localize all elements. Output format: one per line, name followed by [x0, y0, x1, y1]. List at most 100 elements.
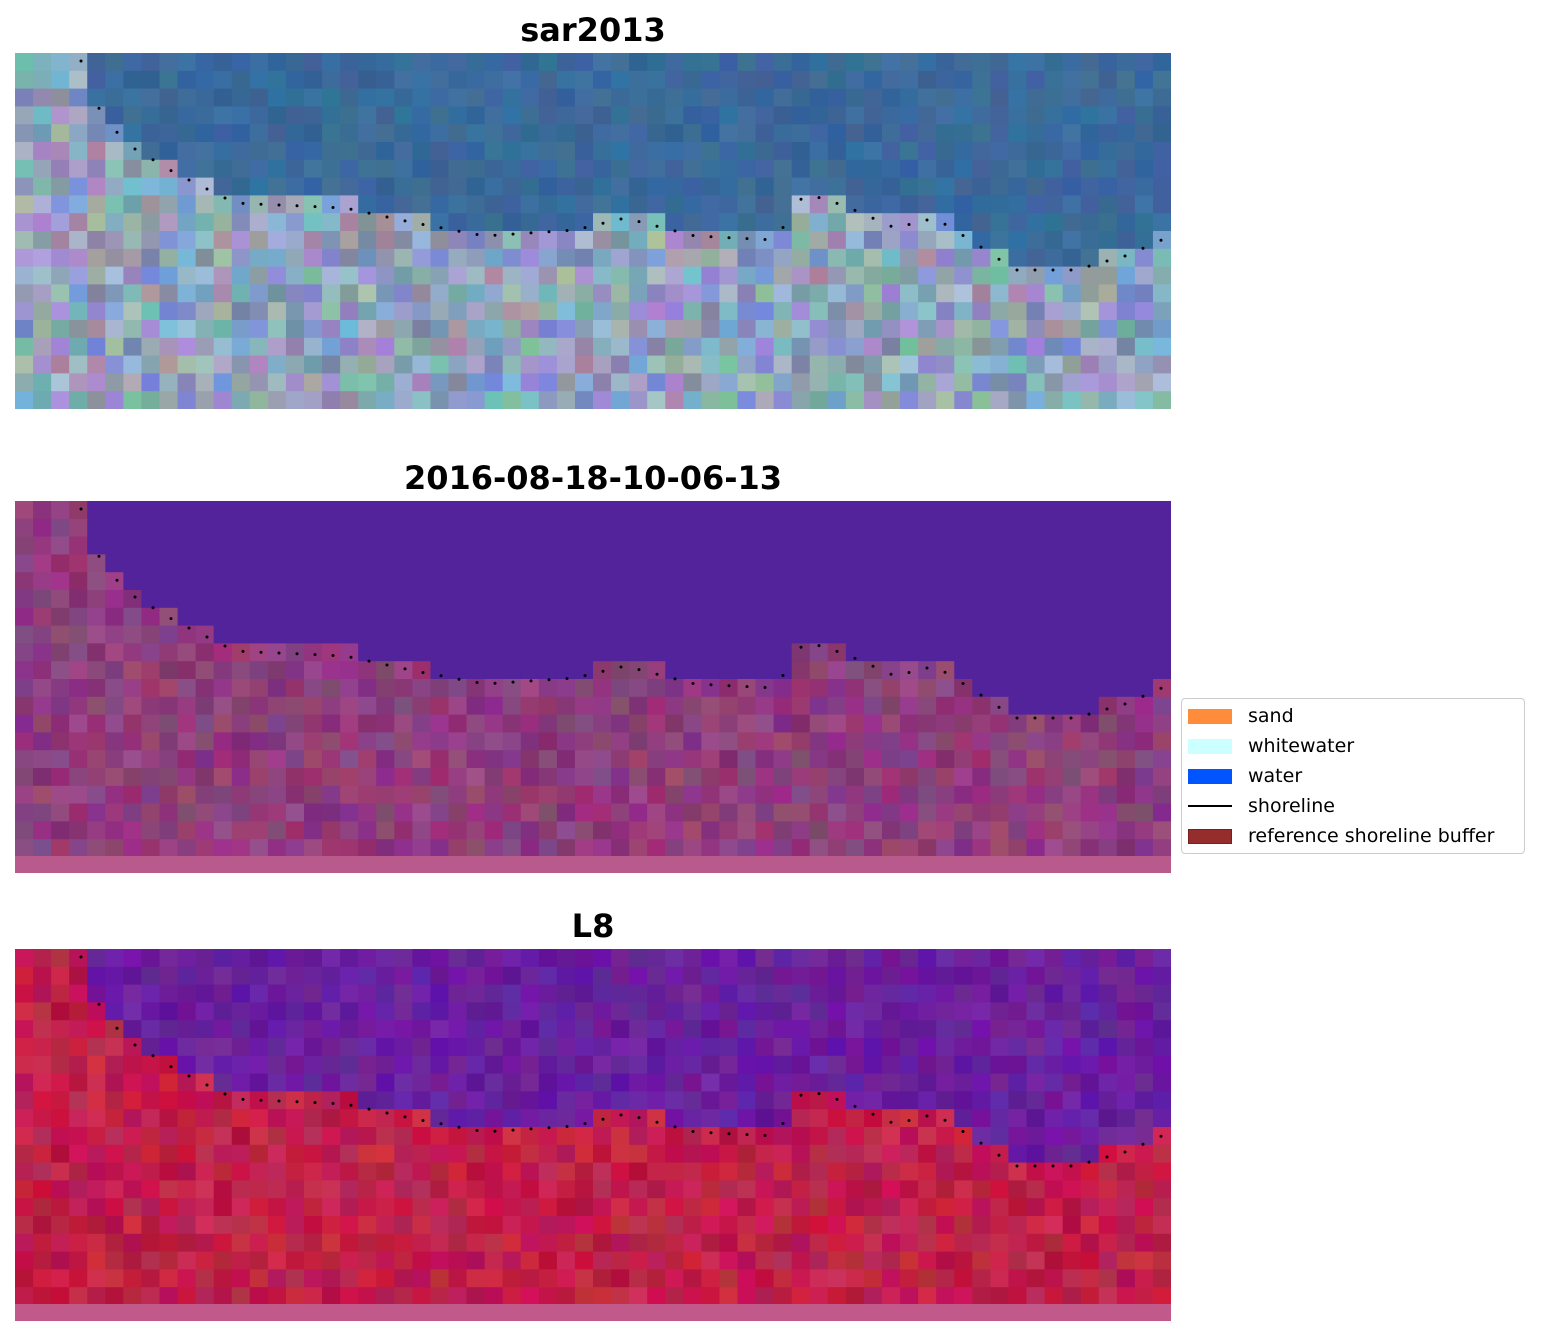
land-pixel — [412, 248, 432, 268]
water-pixel — [340, 607, 359, 627]
land-pixel — [105, 1038, 124, 1057]
land-pixel — [466, 750, 486, 769]
land-pixel — [827, 302, 847, 321]
water-pixel — [159, 88, 179, 107]
land-pixel — [593, 1144, 612, 1164]
water-pixel — [882, 159, 901, 179]
water-pixel — [972, 554, 991, 573]
water-pixel — [376, 142, 395, 161]
water-pixel — [1098, 1091, 1118, 1110]
land-pixel — [1026, 266, 1046, 285]
shoreline-point — [1015, 268, 1019, 272]
shoreline-point — [475, 1129, 479, 1132]
land-pixel — [249, 1269, 269, 1288]
water-pixel — [502, 177, 522, 196]
water-pixel — [466, 53, 486, 72]
land-pixel — [755, 248, 775, 268]
shoreline-line-swatch — [1188, 799, 1232, 814]
water-pixel — [701, 949, 721, 968]
land-pixel — [954, 302, 973, 321]
land-pixel — [701, 355, 721, 374]
shoreline-point — [133, 1043, 137, 1047]
water-pixel — [1152, 142, 1171, 161]
land-pixel — [900, 821, 919, 840]
land-pixel — [304, 373, 323, 392]
water-pixel — [520, 554, 540, 573]
land-pixel — [87, 320, 106, 339]
land-pixel — [1026, 284, 1046, 303]
land-pixel — [719, 337, 739, 357]
land-pixel — [1152, 1162, 1171, 1181]
shoreline-point — [547, 1126, 551, 1130]
water-pixel — [304, 984, 323, 1003]
land-pixel — [466, 1287, 486, 1305]
water-pixel — [719, 536, 739, 555]
land-pixel — [918, 248, 937, 268]
land-pixel — [1080, 839, 1100, 857]
water-pixel — [304, 1038, 323, 1057]
water-pixel — [611, 53, 630, 72]
water-pixel — [629, 536, 648, 555]
water-pixel — [882, 1038, 901, 1057]
land-pixel — [412, 320, 432, 339]
water-pixel — [791, 572, 811, 591]
land-pixel — [1062, 785, 1082, 805]
land-pixel — [69, 1020, 88, 1039]
land-pixel — [87, 124, 106, 143]
land-pixel — [448, 1127, 468, 1146]
land-pixel — [990, 821, 1010, 840]
water-pixel — [304, 518, 323, 538]
land-pixel — [394, 1109, 413, 1128]
water-pixel — [665, 142, 684, 161]
land-pixel — [593, 266, 612, 285]
land-pixel — [556, 1198, 576, 1217]
land-pixel — [285, 785, 305, 805]
land-pixel — [719, 231, 739, 250]
land-pixel — [249, 373, 269, 392]
shoreline-point — [853, 208, 857, 212]
land-pixel — [267, 1180, 287, 1199]
water-pixel — [845, 195, 865, 214]
land-pixel — [69, 1198, 88, 1217]
land-pixel — [412, 768, 432, 787]
water-pixel — [972, 572, 991, 591]
water-pixel — [177, 1002, 197, 1021]
land-pixel — [322, 661, 341, 680]
shoreline-point — [385, 1111, 389, 1115]
water-pixel — [141, 1038, 161, 1057]
land-pixel — [845, 391, 865, 409]
water-pixel — [629, 1002, 648, 1021]
land-pixel — [87, 355, 106, 374]
water-pixel — [737, 1055, 757, 1075]
land-pixel — [611, 320, 630, 339]
land-pixel — [87, 572, 106, 591]
land-pixel — [863, 337, 883, 357]
land-pixel — [15, 1180, 34, 1199]
land-pixel — [1152, 337, 1171, 357]
water-pixel — [231, 501, 251, 520]
land-pixel — [51, 607, 70, 627]
water-pixel — [629, 159, 648, 179]
land-pixel — [520, 266, 540, 285]
water-pixel — [845, 159, 865, 179]
water-pixel — [1008, 70, 1028, 90]
water-pixel — [556, 501, 576, 520]
water-pixel — [972, 195, 991, 214]
shoreline-point — [799, 645, 803, 649]
land-pixel — [1134, 750, 1154, 769]
land-pixel — [394, 337, 413, 357]
water-pixel — [629, 142, 648, 161]
land-pixel — [430, 266, 450, 285]
land-pixel — [195, 231, 215, 250]
water-pixel — [484, 554, 504, 573]
water-pixel — [430, 518, 450, 538]
land-pixel — [69, 1269, 88, 1288]
land-pixel — [87, 1020, 106, 1039]
land-pixel — [1152, 803, 1171, 822]
water-pixel — [1098, 643, 1118, 662]
shoreline-point — [619, 1113, 623, 1117]
land-pixel — [394, 1251, 413, 1270]
land-pixel — [683, 1162, 702, 1181]
land-pixel — [990, 1251, 1010, 1270]
water-pixel — [845, 1055, 865, 1075]
